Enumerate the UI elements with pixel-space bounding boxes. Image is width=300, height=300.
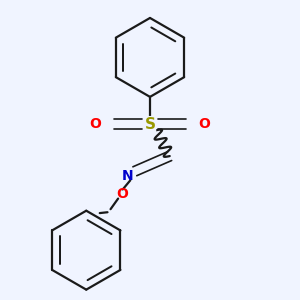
Text: O: O	[199, 117, 211, 131]
Text: O: O	[117, 187, 129, 201]
Text: S: S	[145, 117, 155, 132]
Text: O: O	[89, 117, 101, 131]
Text: N: N	[122, 169, 133, 183]
